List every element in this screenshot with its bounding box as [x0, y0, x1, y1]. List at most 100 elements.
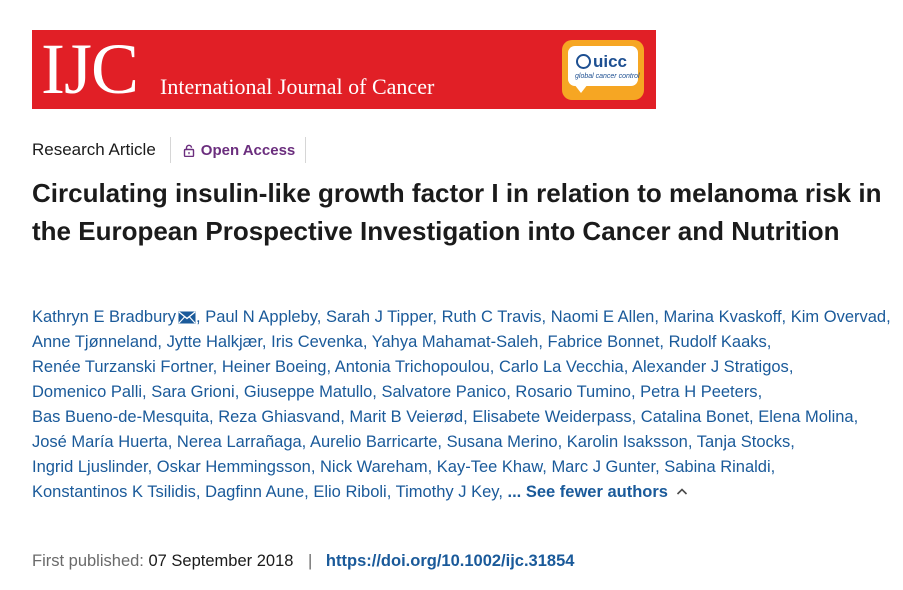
author-separator: ,: [340, 408, 345, 426]
author-separator: ,: [788, 358, 794, 376]
author-separator: ,: [427, 458, 433, 476]
author-entry: Karolin Isaksson,: [567, 433, 693, 451]
author-separator: ,: [386, 483, 392, 501]
author-link[interactable]: Oskar Hemmingsson: [156, 458, 311, 476]
author-link[interactable]: Petra H Peeters: [640, 383, 758, 401]
author-link[interactable]: Timothy J Key: [395, 483, 499, 501]
author-separator: ,: [557, 433, 563, 451]
author-entry: Anne Tjønneland,: [32, 333, 162, 351]
author-link[interactable]: Fabrice Bonnet: [547, 333, 660, 351]
author-link[interactable]: Anne Tjønneland: [32, 333, 158, 351]
author-link[interactable]: Marc J Gunter: [551, 458, 656, 476]
doi-link[interactable]: https://doi.org/10.1002/ijc.31854: [325, 552, 575, 570]
author-entry: Bas Bueno-de-Mesquita,: [32, 408, 214, 426]
author-separator: ,: [212, 358, 218, 376]
author-entry: Naomi E Allen,: [551, 308, 659, 326]
divider: [169, 137, 171, 163]
author-link[interactable]: Karolin Isaksson: [566, 433, 688, 451]
first-published-label: First published:: [32, 552, 144, 570]
author-entry: Sarah J Tipper,: [326, 308, 437, 326]
author-link[interactable]: Renée Turzanski Fortner: [32, 358, 213, 376]
open-access-label: Open Access: [200, 141, 296, 159]
author-link[interactable]: Dagfinn Aune: [205, 483, 305, 501]
author-entry: Jytte Halkjær,: [167, 333, 267, 351]
author-link[interactable]: Carlo La Vecchia: [498, 358, 624, 376]
publication-info: First published: 07 September 2018 | htt…: [32, 549, 574, 573]
author-entry: Marit B Veierød,: [349, 408, 467, 426]
author-link[interactable]: Konstantinos K Tsilidis: [32, 483, 196, 501]
journal-abbreviation: IJC: [41, 30, 139, 109]
author-link[interactable]: Kay-Tee Khaw: [436, 458, 543, 476]
author-entry: Ingrid Ljuslinder,: [32, 458, 152, 476]
uicc-logo[interactable]: uicc global cancer control: [562, 40, 644, 100]
author-link[interactable]: Iris Cevenka: [271, 333, 363, 351]
author-link[interactable]: Elena Molina: [758, 408, 854, 426]
author-link[interactable]: Bas Bueno-de-Mesquita: [32, 408, 210, 426]
author-link[interactable]: Kim Overvad: [790, 308, 887, 326]
author-entry: Petra H Peeters,: [640, 383, 762, 401]
author-link[interactable]: Paul N Appleby: [205, 308, 317, 326]
author-link[interactable]: Aurelio Barricarte: [309, 433, 438, 451]
author-entry: Elisabete Weiderpass,: [472, 408, 636, 426]
author-entry: Aurelio Barricarte,: [310, 433, 442, 451]
author-entry: Catalina Bonet,: [641, 408, 754, 426]
author-link[interactable]: Marina Kvaskoff: [663, 308, 782, 326]
author-separator: ,: [301, 433, 307, 451]
author-entry: Paul N Appleby,: [205, 308, 321, 326]
author-separator: ,: [631, 408, 637, 426]
see-fewer-authors-label: ... See fewer authors: [507, 483, 668, 501]
author-entry: José María Huerta,: [32, 433, 172, 451]
author-entry: Nick Wareham,: [320, 458, 432, 476]
author-link[interactable]: Nerea Larrañaga: [176, 433, 302, 451]
author-link[interactable]: Susana Merino: [446, 433, 558, 451]
author-separator: ,: [261, 333, 267, 351]
author-link[interactable]: Domenico Palli: [32, 383, 143, 401]
author-separator: ,: [326, 358, 332, 376]
article-type: Research Article: [32, 140, 156, 159]
author-link[interactable]: Sara Grioni: [151, 383, 235, 401]
author-entry: Heiner Boeing,: [222, 358, 331, 376]
author-link[interactable]: Jytte Halkjær: [166, 333, 262, 351]
author-link[interactable]: Giuseppe Matullo: [243, 383, 373, 401]
author-separator: ,: [757, 383, 763, 401]
author-link[interactable]: Rosario Tumino: [515, 383, 631, 401]
author-link[interactable]: Sarah J Tipper: [325, 308, 433, 326]
author-entry: Carlo La Vecchia,: [499, 358, 628, 376]
author-link[interactable]: Alexander J Stratigos: [631, 358, 789, 376]
author-link[interactable]: Yahya Mahamat-Saleh: [371, 333, 539, 351]
author-link[interactable]: Elisabete Weiderpass: [472, 408, 632, 426]
article-title: Circulating insulin-like growth factor I…: [32, 178, 882, 246]
author-link[interactable]: Catalina Bonet: [640, 408, 750, 426]
author-link[interactable]: Tanja Stocks: [696, 433, 791, 451]
mail-icon[interactable]: [178, 311, 196, 324]
open-access-badge[interactable]: Open Access: [183, 141, 296, 159]
author-separator: ,: [234, 383, 240, 401]
author-separator: ,: [659, 333, 665, 351]
journal-banner[interactable]: IJC International Journal of Cancer uicc…: [32, 30, 656, 109]
see-fewer-authors-button[interactable]: ... See fewer authors: [508, 483, 688, 501]
author-separator: ,: [655, 458, 660, 476]
author-link[interactable]: Salvatore Panico: [381, 383, 507, 401]
author-link[interactable]: Antonia Trichopoulou: [334, 358, 490, 376]
author-link[interactable]: Reza Ghiasvand: [218, 408, 341, 426]
author-link[interactable]: Heiner Boeing: [221, 358, 327, 376]
author-link[interactable]: Nick Wareham: [320, 458, 428, 476]
author-link[interactable]: Ruth C Travis: [441, 308, 542, 326]
author-separator: ,: [687, 433, 693, 451]
author-separator: ,: [542, 458, 547, 476]
author-entry: Antonia Trichopoulou,: [335, 358, 495, 376]
author-entry: Alexander J Stratigos,: [632, 358, 793, 376]
author-link[interactable]: José María Huerta: [32, 433, 168, 451]
author-link[interactable]: Marit B Veierød: [349, 408, 464, 426]
author-entry: Kim Overvad,: [791, 308, 891, 326]
author-entry: Rosario Tumino,: [515, 383, 635, 401]
author-link[interactable]: Ingrid Ljuslinder: [32, 458, 148, 476]
author-link[interactable]: Naomi E Allen: [550, 308, 655, 326]
author-entry: Fabrice Bonnet,: [548, 333, 665, 351]
author-link[interactable]: Sabina Rinaldi: [664, 458, 771, 476]
author-link[interactable]: Kathryn E Bradbury: [32, 308, 176, 326]
author-link[interactable]: Elio Riboli: [313, 483, 387, 501]
author-link[interactable]: Rudolf Kaaks: [668, 333, 767, 351]
uicc-logo-bubble: uicc global cancer control: [568, 46, 640, 86]
author-entry: Domenico Palli,: [32, 383, 147, 401]
